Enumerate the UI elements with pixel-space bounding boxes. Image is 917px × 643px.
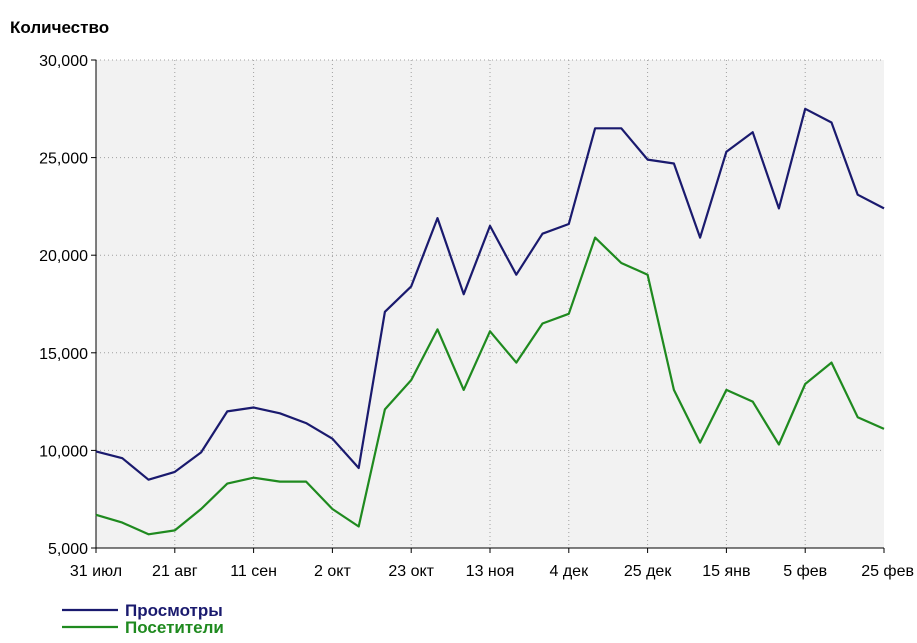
x-tick-label: 13 ноя (466, 563, 515, 580)
x-tick-label: 2 окт (314, 563, 351, 580)
x-tick-label: 15 янв (702, 563, 750, 580)
x-tick-label: 4 дек (550, 563, 590, 580)
y-ticks: 5,000 10,000 15,000 20,000 25,000 30,000 (39, 53, 96, 558)
x-tick-label: 25 фев (861, 563, 914, 580)
y-tick-label: 25,000 (39, 151, 88, 168)
x-tick-label: 23 окт (388, 563, 434, 580)
x-ticks: 31 июл 21 авг 11 сен 2 окт 23 окт 13 ноя 4 дек… (70, 548, 914, 580)
y-tick-label: 30,000 (39, 53, 88, 70)
x-tick-label: 11 сен (230, 563, 277, 580)
y-tick-label: 5,000 (48, 541, 88, 558)
y-axis-label: Количество (10, 18, 109, 37)
y-tick-label: 15,000 (39, 346, 88, 363)
x-tick-label: 25 дек (624, 563, 672, 580)
y-tick-label: 20,000 (39, 248, 88, 265)
x-tick-label: 31 июл (70, 563, 122, 580)
legend-label-2: Посетители (125, 618, 224, 637)
x-tick-label: 21 авг (152, 563, 198, 580)
y-tick-label: 10,000 (39, 443, 88, 460)
x-tick-label: 5 фев (783, 563, 827, 580)
